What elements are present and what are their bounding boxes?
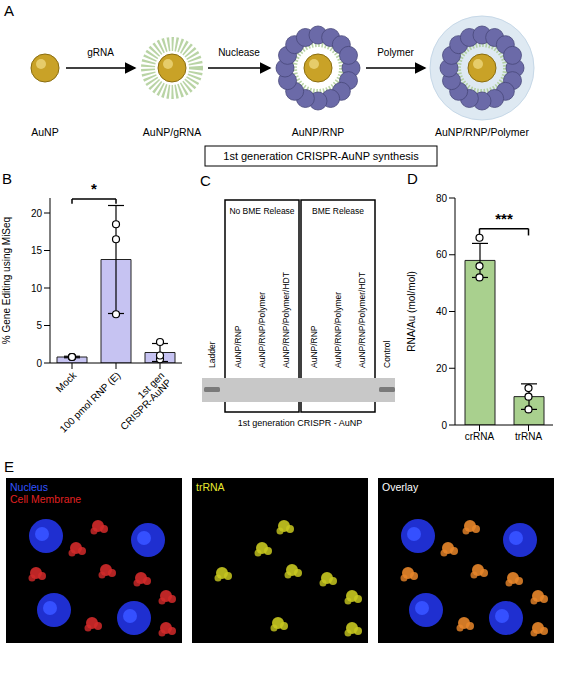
- html-text:B: B: [2, 170, 12, 187]
- svg-text:*: *: [91, 180, 97, 197]
- svg-text:AuNP/RNP: AuNP/RNP: [292, 126, 345, 138]
- svg-text:AuNP/RNP/Polymer/HDT: AuNP/RNP/Polymer/HDT: [281, 272, 291, 368]
- svg-text:5: 5: [36, 320, 42, 331]
- svg-text:1st generation CRISPR-AuNP syn: 1st generation CRISPR-AuNP synthesis: [223, 150, 419, 162]
- svg-text:80: 80: [436, 193, 448, 204]
- svg-text:10: 10: [31, 283, 43, 294]
- html-text:E: E: [4, 458, 14, 475]
- svg-text:60: 60: [436, 249, 448, 260]
- svg-text:Control: Control: [382, 340, 392, 368]
- svg-text:trRNA: trRNA: [515, 431, 543, 442]
- svg-text:RNA/Au (mol/mol): RNA/Au (mol/mol): [406, 271, 417, 352]
- svg-text:Cell Membrane: Cell Membrane: [10, 493, 81, 505]
- svg-text:AuNP/RNP: AuNP/RNP: [233, 325, 243, 368]
- svg-text:Nuclease: Nuclease: [218, 47, 260, 58]
- svg-text:Ladder: Ladder: [207, 341, 217, 368]
- svg-text:AuNP/RNP/Polymer: AuNP/RNP/Polymer: [435, 126, 529, 138]
- svg-text:20: 20: [436, 363, 448, 374]
- svg-text:No BME Release: No BME Release: [229, 206, 294, 216]
- svg-text:1st generation CRISPR - AuNP: 1st generation CRISPR - AuNP: [238, 418, 363, 428]
- svg-text:% Gene Editing using MiSeq: % Gene Editing using MiSeq: [1, 217, 12, 344]
- svg-text:Overlay: Overlay: [382, 481, 419, 493]
- svg-text:A: A: [4, 2, 14, 19]
- svg-text:0: 0: [36, 358, 42, 369]
- svg-text:gRNA: gRNA: [87, 47, 114, 58]
- svg-text:15: 15: [31, 245, 43, 256]
- svg-text:AuNP/RNP: AuNP/RNP: [309, 325, 319, 368]
- svg-text:AuNP/RNP/Polymer: AuNP/RNP/Polymer: [333, 292, 343, 368]
- svg-text:AuNP/gRNA: AuNP/gRNA: [143, 126, 201, 138]
- svg-text:100 pmol RNP (E): 100 pmol RNP (E): [57, 370, 122, 435]
- svg-text:***: ***: [495, 210, 513, 227]
- svg-text:C: C: [200, 172, 211, 189]
- svg-text:40: 40: [436, 306, 448, 317]
- svg-text:AuNP: AuNP: [31, 126, 58, 138]
- html-text:D: D: [407, 170, 418, 187]
- svg-text:Polymer: Polymer: [377, 47, 414, 58]
- svg-text:AuNP/RNP/Polymer: AuNP/RNP/Polymer: [257, 292, 267, 368]
- svg-text:BME Release: BME Release: [312, 206, 364, 216]
- svg-text:0: 0: [441, 420, 447, 431]
- svg-text:trRNA: trRNA: [196, 481, 225, 493]
- svg-text:Nucleus: Nucleus: [10, 481, 48, 493]
- svg-text:AuNP/RNP/Polymer/HDT: AuNP/RNP/Polymer/HDT: [357, 272, 367, 368]
- svg-text:crRNA: crRNA: [465, 431, 495, 442]
- svg-text:Mock: Mock: [54, 369, 79, 394]
- svg-text:1st genCRISPR-AuNP: 1st genCRISPR-AuNP: [111, 369, 174, 432]
- svg-text:20: 20: [31, 208, 43, 219]
